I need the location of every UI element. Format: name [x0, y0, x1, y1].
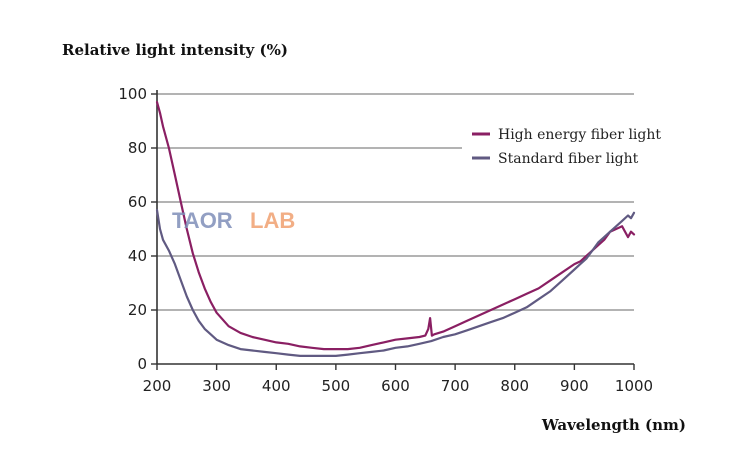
y-tick-label: 60: [128, 193, 147, 211]
series-line-0: [155, 101, 636, 351]
x-axis-label: Wavelength (nm): [541, 416, 686, 434]
x-tick-label: 1000: [615, 377, 653, 395]
x-tick-label: 600: [381, 377, 410, 395]
x-tick-label: 900: [560, 377, 589, 395]
y-tick-label: 80: [128, 139, 147, 157]
watermark-part-a: TAOR: [172, 208, 233, 233]
x-tick-label: 800: [500, 377, 529, 395]
x-tick-label: 200: [143, 377, 172, 395]
watermark-part-b: LAB: [250, 208, 295, 233]
tick-labels: 0 20 40 60 80 100 200 300 400 500 600 700 800 900 1000: [118, 85, 653, 395]
x-tick-label: 400: [262, 377, 291, 395]
y-tick-label: 100: [118, 85, 147, 103]
legend-label-standard: Standard fiber light: [498, 151, 639, 167]
legend-label-high-energy: High energy fiber light: [498, 127, 661, 143]
y-axis-label: Relative light intensity (%): [62, 41, 288, 59]
watermark-logo: TAOR LAB: [172, 208, 295, 233]
series-lines: [155, 101, 636, 357]
x-tick-label: 300: [202, 377, 231, 395]
legend: High energy fiber light Standard fiber l…: [462, 124, 672, 176]
axes: [151, 90, 635, 370]
legend-background: [462, 124, 672, 176]
series-line-1: [155, 209, 636, 357]
y-tick-label: 20: [128, 301, 147, 319]
y-tick-label: 0: [137, 355, 147, 373]
y-tick-label: 40: [128, 247, 147, 265]
x-tick-label: 700: [441, 377, 470, 395]
x-tick-label: 500: [322, 377, 351, 395]
